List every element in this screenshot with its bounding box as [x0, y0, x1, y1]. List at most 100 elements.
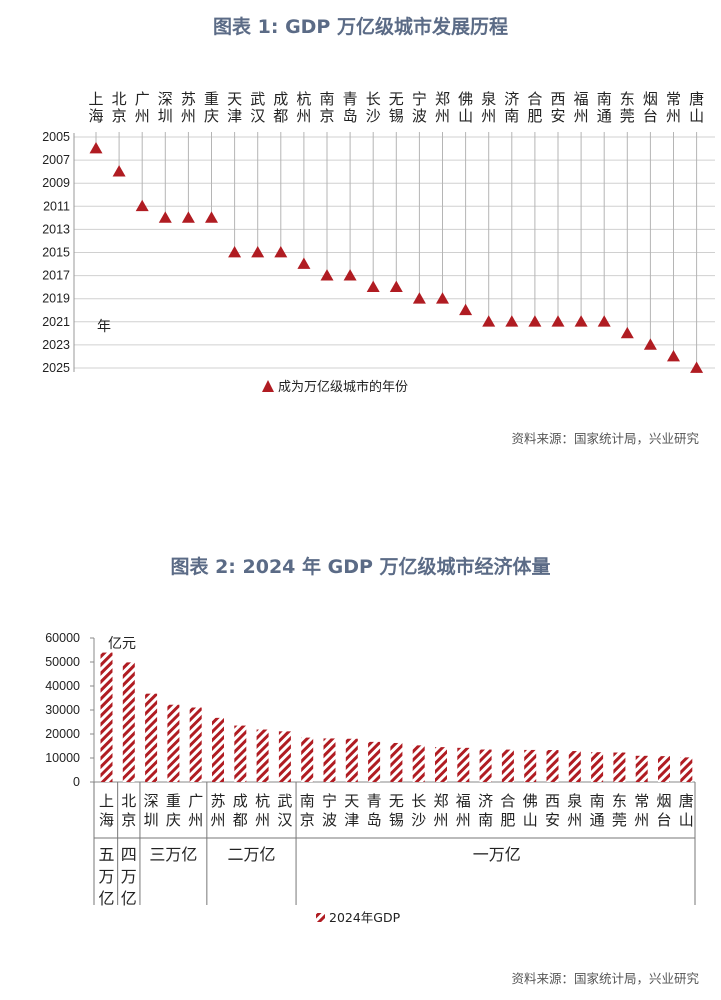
chart1-y-tick-label: 2007 — [42, 153, 70, 167]
chart1-category-label: 重庆 — [204, 90, 219, 125]
chart1-category-label: 南京 — [319, 90, 334, 125]
chart2-category-label: 无锡 — [389, 792, 404, 829]
chart1-y-tick-label: 2009 — [42, 176, 70, 190]
chart2-y-ticks: 0 10000 20000 30000 40000 50000 60000 — [45, 631, 80, 789]
chart1-marker — [436, 292, 449, 304]
chart2-bar — [167, 704, 180, 782]
chart1-marker — [112, 165, 126, 177]
chart2-category-labels: 上海北京深圳重庆广州苏州成都杭州武汉南京宁波天津青岛无锡长沙郑州福州济南合肥佛山… — [99, 792, 694, 829]
chart2-legend: 2024年GDP — [316, 910, 401, 925]
chart2-bar — [658, 756, 670, 782]
chart1-marker — [459, 303, 473, 316]
chart2-category-label: 济南 — [478, 792, 493, 829]
chart1-category-label: 济南 — [504, 90, 519, 125]
chart1-category-label: 东莞 — [620, 90, 635, 125]
chart2-category-label: 天津 — [344, 792, 359, 829]
chart1-category-label: 福州 — [574, 90, 589, 125]
chart2-category-label: 烟台 — [656, 792, 671, 829]
chart1-stems — [95, 132, 698, 368]
chart2-category-label: 广州 — [188, 792, 203, 829]
chart1-category-label: 泉州 — [481, 90, 496, 125]
chart2-bars — [100, 652, 693, 782]
chart2-bar — [345, 738, 358, 782]
chart1-marker — [574, 315, 588, 327]
chart2-category-label: 泉州 — [567, 792, 582, 829]
chart2-category-label: 重庆 — [166, 792, 181, 829]
chart1-category-label: 郑州 — [435, 90, 450, 125]
chart2-category-label: 杭州 — [255, 792, 270, 829]
chart2-category-label: 上海 — [99, 792, 114, 829]
chart2-bar — [301, 737, 314, 782]
chart1-y-tick-label: 2017 — [42, 269, 70, 283]
chart1-legend-marker — [262, 380, 274, 392]
figure1-source: 资料来源：国家统计局，兴业研究 — [511, 431, 699, 446]
chart1-markers — [89, 142, 704, 373]
chart1-category-label: 常州 — [666, 90, 681, 125]
chart2-category-label: 西安 — [545, 792, 560, 829]
chart2-bar — [435, 747, 447, 782]
chart1-marker — [158, 211, 172, 223]
chart2-category-label: 合肥 — [500, 792, 515, 829]
chart1-marker — [643, 338, 657, 350]
chart1-marker — [205, 211, 218, 223]
chart1-marker — [690, 361, 704, 373]
chart2-y-tick-label: 50000 — [45, 655, 80, 669]
chart1-marker — [366, 280, 380, 293]
chart2-y-tick-label: 60000 — [45, 631, 80, 645]
chart2-group-label: 四万亿 — [121, 845, 137, 908]
chart1-category-label: 天津 — [227, 90, 242, 125]
chart1-gridlines — [73, 133, 715, 372]
chart2-bar — [546, 750, 559, 782]
chart1-marker — [228, 246, 242, 258]
chart2-category-label: 南京 — [300, 792, 315, 829]
chart2-y-tick-label: 30000 — [45, 703, 80, 717]
chart1-marker — [505, 315, 519, 327]
chart1-y-tick-label: 2013 — [42, 222, 70, 236]
chart1-category-label: 成都 — [273, 90, 288, 125]
chart1-svg: 2005 2007 2009 2011 2013 2015 2017 2019 2021 2023… — [42, 90, 715, 395]
chart1-marker — [135, 199, 149, 212]
chart1-marker — [620, 326, 634, 339]
chart1-category-labels: 上海北京广州深圳苏州重庆天津武汉成都杭州南京青岛长沙无锡宁波郑州佛山泉州济南合肥… — [88, 90, 704, 125]
chart2-legend-swatch — [316, 913, 325, 922]
chart1-marker — [551, 315, 565, 327]
chart1-y-tick-label: 2015 — [42, 246, 70, 260]
chart1-y-axis-label: 年 — [97, 319, 111, 335]
chart1-category-label: 青岛 — [343, 90, 358, 125]
chart1-category-label: 唐山 — [689, 90, 704, 125]
chart1-marker — [274, 246, 288, 258]
chart1-y-ticks: 2005 2007 2009 2011 2013 2015 2017 2019 2021 2023… — [42, 130, 70, 375]
figure1-title: 图表 1: GDP 万亿级城市发展历程 — [213, 16, 508, 38]
chart2-y-axis-unit: 亿元 — [108, 636, 136, 652]
chart2-y-tick-label: 40000 — [45, 679, 80, 693]
chart2-y-tick-label: 20000 — [45, 727, 80, 741]
chart1-marker — [251, 246, 265, 258]
chart1-y-tick-label: 2021 — [42, 315, 70, 329]
chart1-category-label: 长沙 — [366, 90, 381, 125]
chart2-bar — [278, 731, 291, 782]
chart2-category-label: 唐山 — [679, 792, 694, 829]
chart1-category-label: 西安 — [550, 90, 565, 125]
chart1-category-label: 北京 — [112, 90, 127, 125]
chart2-legend-label: 2024年GDP — [329, 910, 401, 925]
chart2-category-label: 南通 — [590, 792, 605, 829]
chart1-marker — [320, 269, 334, 281]
chart1-marker — [482, 315, 496, 327]
chart2-bar — [100, 652, 113, 782]
chart2-bar — [524, 749, 537, 782]
chart1-marker — [667, 349, 680, 362]
chart2-bar — [479, 749, 492, 782]
chart2-category-label: 福州 — [456, 792, 471, 829]
chart2-bar — [256, 729, 269, 782]
chart1-legend-label: 成为万亿级城市的年份 — [278, 379, 408, 395]
chart1-category-label: 宁波 — [412, 90, 427, 125]
chart2-category-label: 北京 — [121, 792, 136, 829]
chart1-category-label: 深圳 — [158, 90, 173, 125]
chart1-marker — [343, 269, 357, 281]
chart2-bar — [412, 745, 425, 782]
chart1-category-label: 上海 — [88, 90, 103, 125]
chart2-bar — [680, 757, 693, 782]
chart2-svg: 0 10000 20000 30000 40000 50000 60000 上海北京深圳重庆… — [45, 631, 696, 925]
chart2-bar — [635, 755, 648, 782]
